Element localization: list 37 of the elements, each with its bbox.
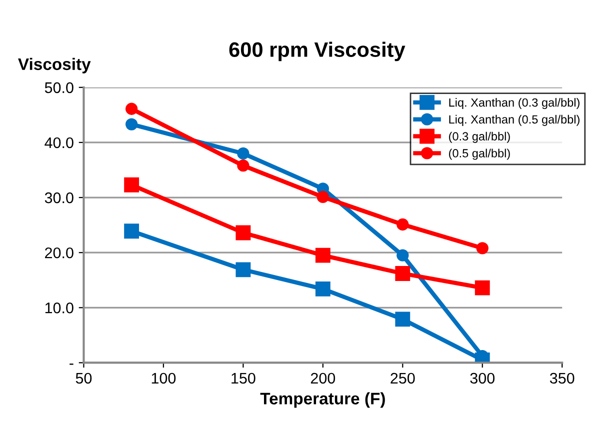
x-tick-label: 200 [310,372,336,384]
point [395,312,410,327]
point [396,249,409,262]
x-tick-label: 250 [390,372,415,384]
y-tick-label: 10.0 [45,302,74,314]
point [236,225,251,240]
point [124,177,140,192]
x-axis-title: Temperature (F) [260,392,385,408]
x-tick-label: 350 [550,372,574,384]
point [237,147,250,160]
point [315,281,330,296]
point [474,280,490,296]
legend-label: Liq. Xanthan (0.5 gal/bbl) [449,114,580,126]
point [316,190,329,204]
y-tick-label: - [70,364,74,365]
legend-label: (0.5 gal/bbl) [449,148,510,160]
point [125,102,138,115]
y-tick-label: 50.0 [44,82,74,94]
y-tick-label: 30.0 [44,192,74,204]
chart-title: 600 rpm Viscosity [229,42,406,62]
point [476,242,488,254]
x-tick-label: 300 [470,372,495,384]
y-tick-label: 40.0 [44,137,74,148]
point [395,266,410,281]
point [315,248,330,263]
point [396,218,409,231]
y-tick-label: 20.0 [45,247,74,258]
x-tick-label: 150 [232,372,256,384]
x-tick-label: 50 [76,372,92,384]
point [237,160,250,172]
legend-label: (0.3 gal/bbl) [449,132,510,143]
y-axis-title: Viscosity [18,58,91,74]
x-tick-label: 100 [152,372,176,384]
point [236,262,251,278]
point [124,224,140,239]
point [125,118,138,130]
legend-label: Liq. Xanthan (0.3 gal/bbl) [449,98,580,110]
